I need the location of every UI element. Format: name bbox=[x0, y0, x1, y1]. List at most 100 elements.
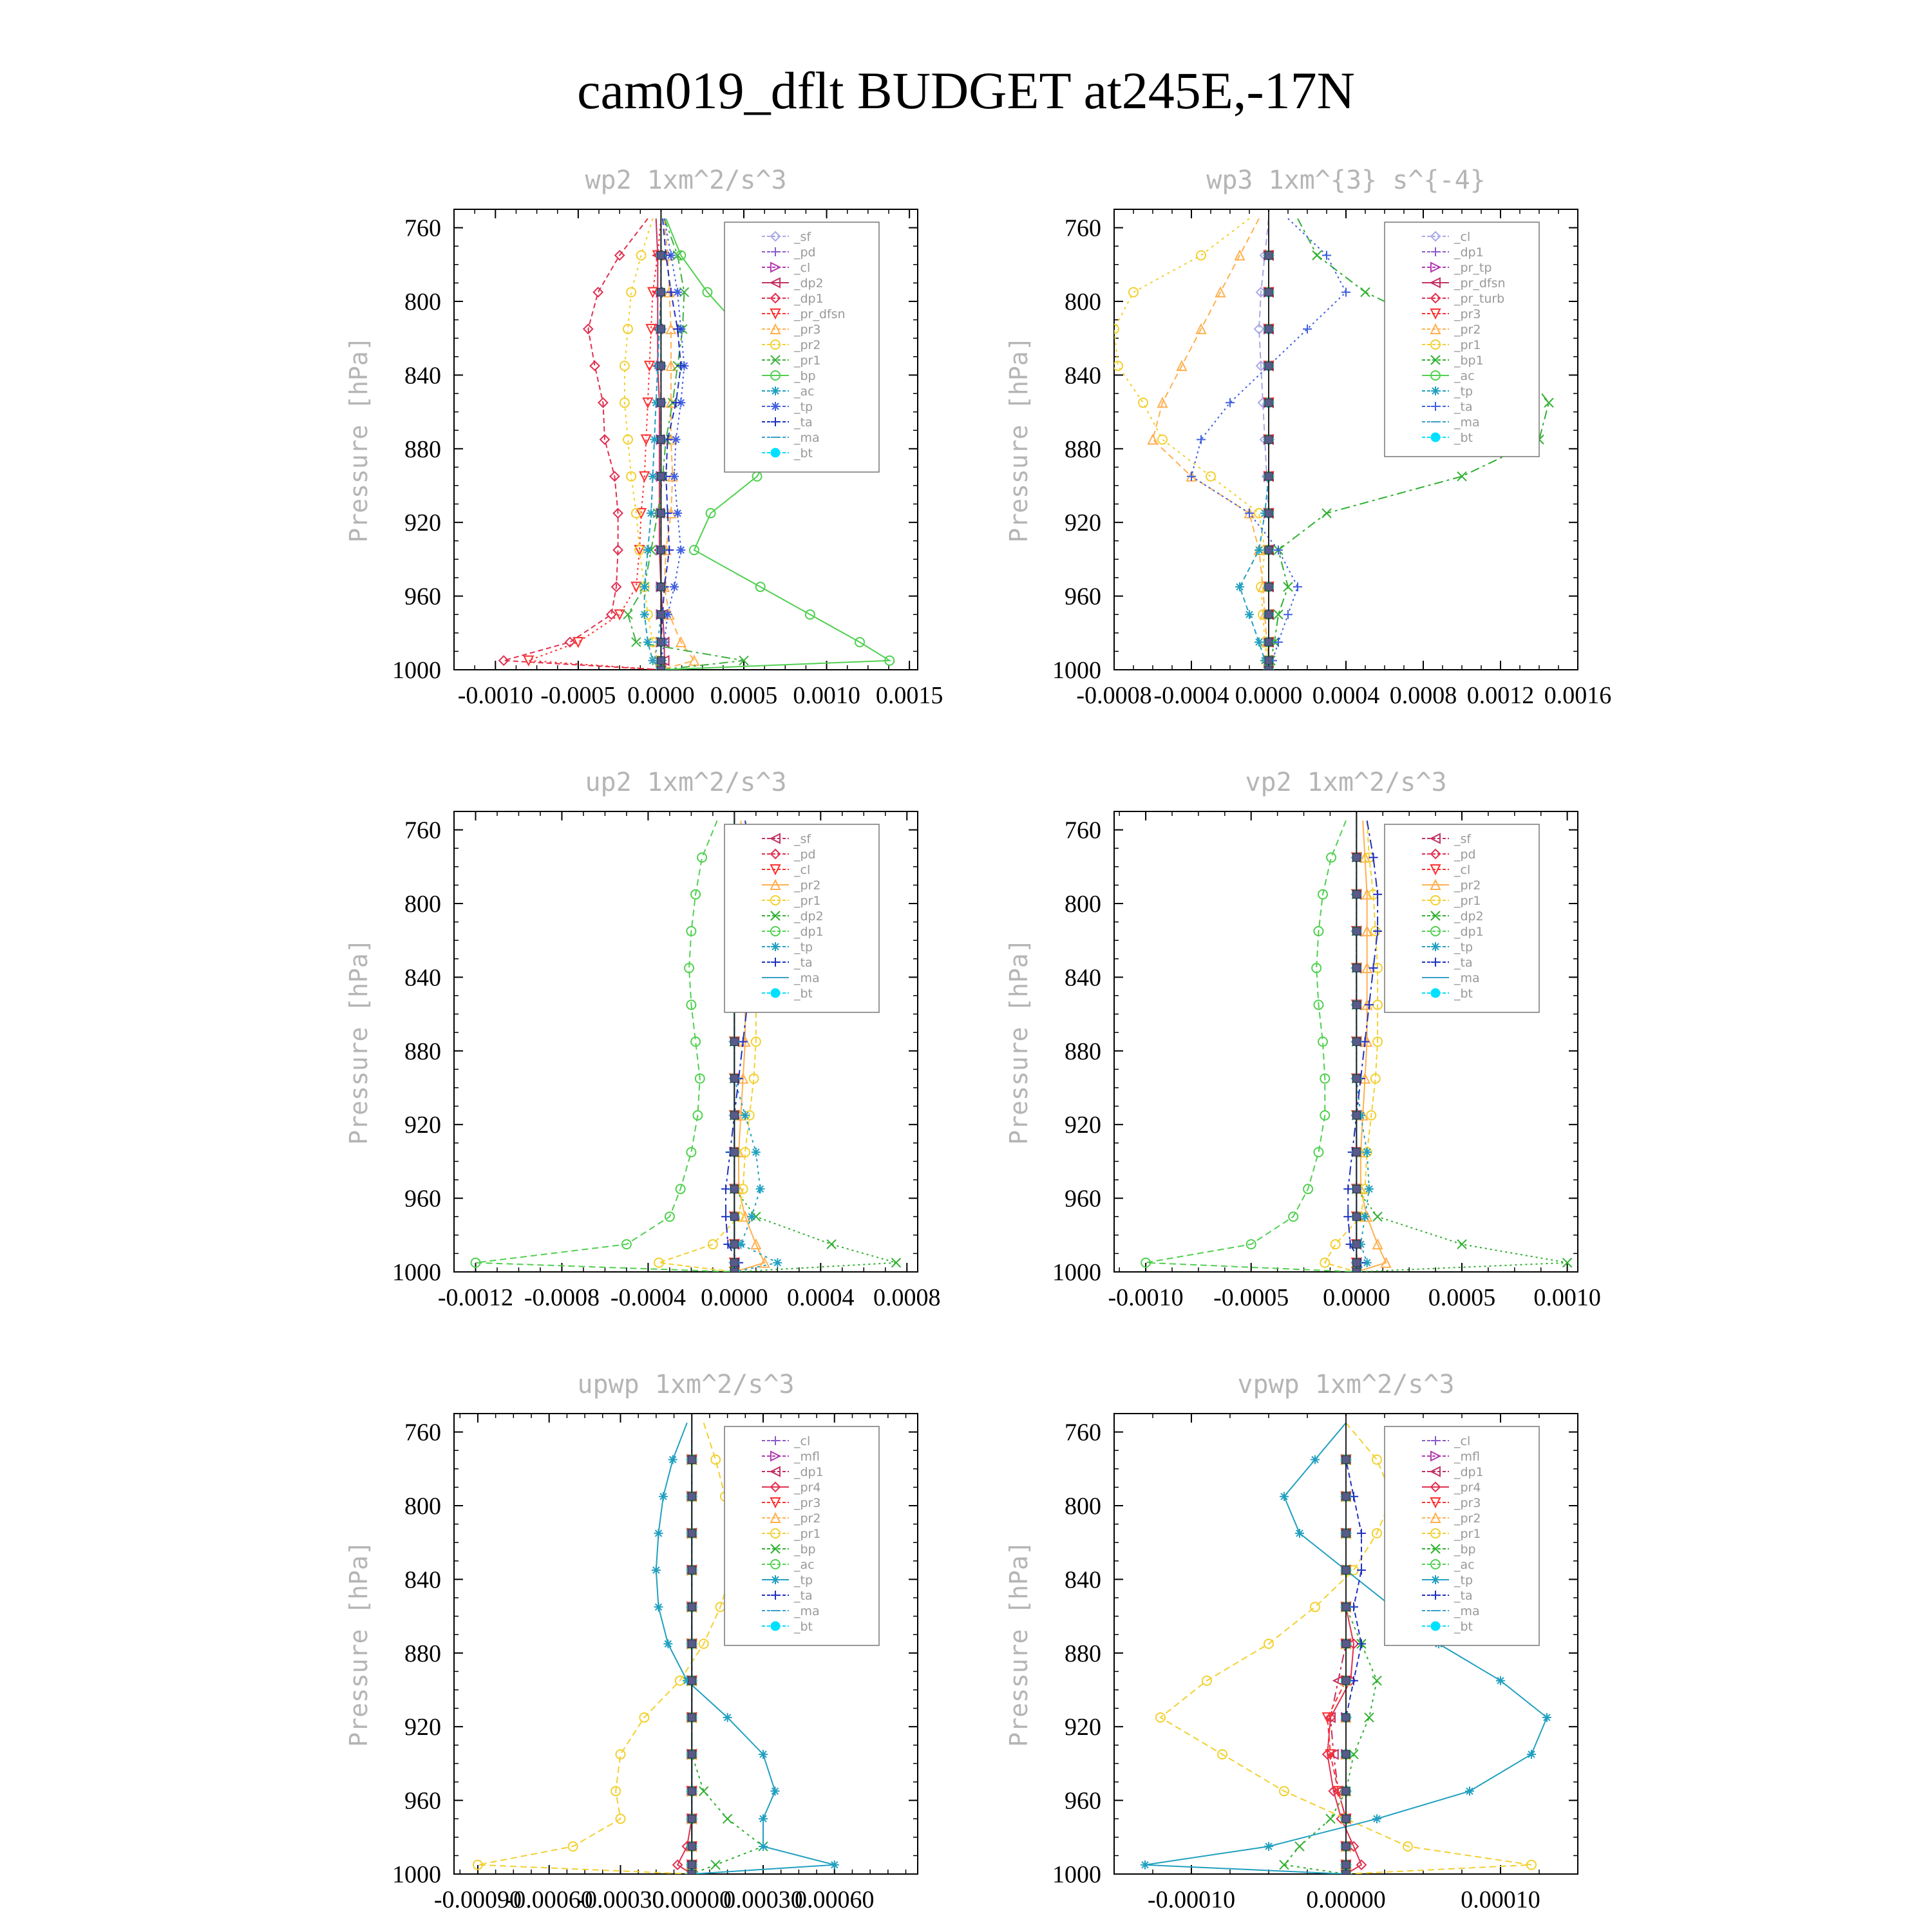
data-point bbox=[1141, 1860, 1150, 1870]
data-point bbox=[630, 582, 642, 593]
panel-6: vpwp 1xm^2/s^3 Pressure [hPa] 760 800 840 880… bbox=[1005, 1370, 1578, 1913]
legend-box bbox=[724, 824, 880, 1013]
data-point bbox=[645, 323, 657, 336]
data-point bbox=[1318, 889, 1328, 900]
data-point bbox=[1527, 1750, 1536, 1759]
zero-marker bbox=[656, 325, 665, 334]
legend-marker bbox=[771, 1575, 780, 1584]
zero-marker bbox=[1264, 638, 1273, 647]
data-point bbox=[639, 1712, 650, 1723]
x-tick-label: 0.0008 bbox=[1390, 682, 1457, 709]
data-point bbox=[1217, 1749, 1227, 1760]
legend-marker bbox=[770, 1559, 781, 1569]
legend-label: _ac bbox=[793, 1558, 815, 1572]
zero-marker bbox=[687, 1492, 696, 1501]
data-point bbox=[1328, 1785, 1340, 1797]
x-tick-label: -0.00090 bbox=[434, 1886, 522, 1913]
zero-marker bbox=[1341, 1713, 1350, 1722]
data-point bbox=[1310, 1602, 1320, 1613]
y-tick-label: 920 bbox=[1065, 1112, 1101, 1139]
data-point bbox=[759, 1842, 768, 1852]
data-point bbox=[623, 434, 633, 445]
data-point bbox=[651, 398, 661, 408]
legend-box bbox=[1384, 824, 1540, 1013]
legend-marker bbox=[1429, 277, 1441, 289]
y-tick-label: 1000 bbox=[1052, 657, 1101, 684]
x-tick-label: 0.0004 bbox=[1312, 682, 1380, 709]
legend-marker bbox=[1430, 1528, 1441, 1539]
data-point bbox=[619, 397, 630, 408]
y-tick-label: 840 bbox=[404, 1566, 441, 1593]
data-point bbox=[675, 636, 687, 648]
data-point bbox=[647, 287, 659, 298]
data-point bbox=[1303, 324, 1312, 334]
data-point bbox=[722, 1814, 733, 1824]
data-point bbox=[619, 361, 630, 372]
legend-label: _ta bbox=[1454, 956, 1473, 970]
data-point bbox=[1457, 1239, 1467, 1249]
data-point bbox=[1326, 852, 1337, 863]
data-point bbox=[623, 323, 633, 334]
legend-label: _ta bbox=[793, 415, 813, 430]
data-point bbox=[1325, 1814, 1336, 1824]
zero-marker bbox=[687, 1870, 696, 1874]
legend-marker bbox=[770, 1481, 781, 1493]
zero-marker bbox=[656, 472, 665, 481]
y-tick-label: 960 bbox=[1065, 1186, 1101, 1213]
legend-label: _dp2 bbox=[793, 909, 824, 923]
data-point bbox=[686, 1147, 697, 1158]
data-point bbox=[626, 471, 637, 482]
legend-label: _ma bbox=[1454, 415, 1480, 430]
y-tick-label: 880 bbox=[404, 1038, 441, 1065]
legend-label: _pr2 bbox=[1454, 323, 1481, 337]
zero-marker bbox=[1352, 1258, 1361, 1267]
data-point bbox=[1362, 1148, 1372, 1157]
data-point bbox=[1197, 435, 1206, 444]
y-tick-label: 920 bbox=[1065, 509, 1101, 536]
y-tick-label: 760 bbox=[404, 215, 441, 242]
y-tick-label: 1000 bbox=[392, 1861, 441, 1888]
data-point bbox=[804, 609, 815, 620]
series-group bbox=[472, 1416, 839, 1874]
data-point bbox=[1245, 508, 1254, 518]
zero-marker bbox=[1341, 1861, 1350, 1870]
zero-marker bbox=[687, 1814, 696, 1823]
data-point bbox=[676, 250, 687, 261]
legend-marker bbox=[771, 247, 780, 256]
data-point bbox=[1138, 397, 1148, 408]
data-point bbox=[573, 637, 584, 649]
zero-marker bbox=[1352, 1184, 1361, 1193]
legend-label: _dp2 bbox=[793, 276, 824, 290]
data-point bbox=[1157, 397, 1168, 408]
legend-marker bbox=[770, 1511, 781, 1523]
zero-marker bbox=[687, 1842, 696, 1851]
zero-marker bbox=[687, 1861, 696, 1870]
data-point bbox=[1372, 1211, 1383, 1222]
x-tick-label: 0.0016 bbox=[1544, 682, 1612, 709]
legend-label: _pr2 bbox=[793, 878, 820, 893]
data-point bbox=[1311, 963, 1322, 974]
data-point bbox=[1226, 398, 1235, 408]
data-point bbox=[759, 1750, 768, 1759]
zero-marker bbox=[1352, 1267, 1361, 1272]
legend-marker bbox=[771, 417, 780, 426]
x-tick-label: -0.0005 bbox=[540, 682, 616, 709]
data-point bbox=[626, 287, 637, 298]
legend-label: _bt bbox=[793, 1620, 813, 1634]
legend-label: _pr2 bbox=[793, 1511, 820, 1526]
data-point bbox=[740, 1147, 751, 1158]
y-tick-label: 920 bbox=[404, 1714, 441, 1741]
data-point bbox=[1280, 1492, 1289, 1501]
zero-marker bbox=[1352, 1074, 1361, 1083]
x-tick-label: 0.00010 bbox=[1461, 1886, 1540, 1913]
legend-marker bbox=[770, 1544, 781, 1554]
data-point bbox=[688, 545, 699, 556]
data-point bbox=[666, 251, 676, 260]
data-point bbox=[676, 398, 686, 408]
zero-marker bbox=[730, 1212, 739, 1221]
zero-marker bbox=[656, 288, 665, 297]
y-tick-label: 920 bbox=[1065, 1714, 1101, 1741]
data-point bbox=[639, 610, 649, 620]
legend-marker bbox=[770, 988, 781, 998]
